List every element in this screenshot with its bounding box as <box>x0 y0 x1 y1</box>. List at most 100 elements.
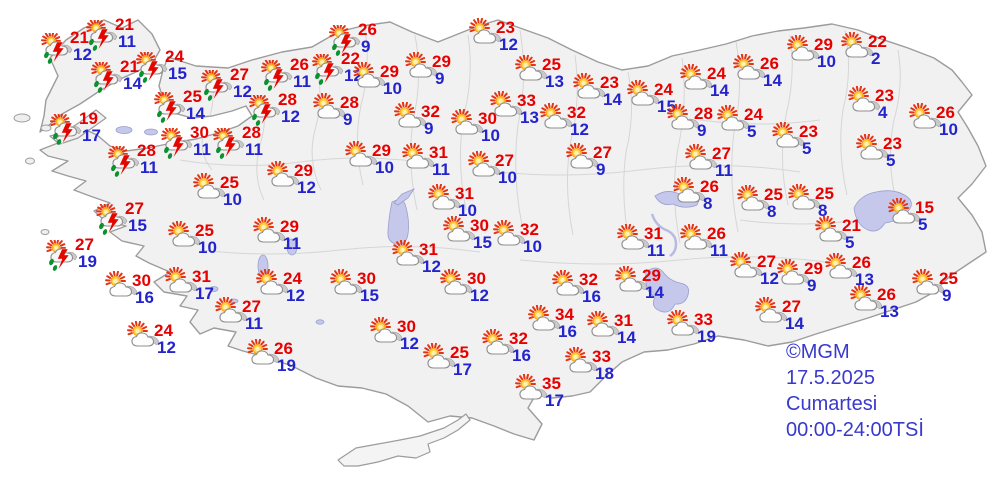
max-temp: 27 <box>230 65 249 84</box>
thunderstorm-rain-icon <box>40 31 74 70</box>
min-temp: 5 <box>886 151 896 170</box>
min-temp: 9 <box>361 37 371 56</box>
max-temp: 27 <box>495 151 514 170</box>
min-temp: 11 <box>245 140 263 159</box>
min-temp: 11 <box>715 161 733 180</box>
sun-behind-cloud-icon <box>911 268 945 302</box>
max-temp: 24 <box>283 269 302 288</box>
min-temp: 11 <box>293 72 311 91</box>
sun-behind-cloud-icon <box>514 54 548 88</box>
sun-behind-cloud-icon <box>246 338 280 372</box>
sun-behind-cloud-icon <box>126 320 160 354</box>
sun-behind-cloud-icon <box>468 17 502 51</box>
sun-behind-cloud-icon <box>450 108 484 142</box>
max-temp: 30 <box>190 123 209 142</box>
sun-behind-cloud-icon <box>514 373 548 407</box>
max-temp: 25 <box>195 221 214 240</box>
max-temp: 32 <box>579 270 598 289</box>
min-temp: 14 <box>645 283 664 302</box>
sun-behind-cloud-icon <box>824 252 858 286</box>
min-temp: 5 <box>747 122 757 141</box>
sun-behind-cloud-icon <box>564 346 598 380</box>
thunderstorm-rain-icon <box>45 238 79 277</box>
sun-behind-cloud-icon <box>167 220 201 254</box>
min-temp: 12 <box>286 286 305 305</box>
max-temp: 24 <box>707 64 726 83</box>
min-temp: 9 <box>942 286 952 305</box>
max-temp: 31 <box>644 224 663 243</box>
min-temp: 14 <box>123 74 142 93</box>
sun-behind-cloud-icon <box>393 101 427 135</box>
min-temp: 15 <box>168 64 187 83</box>
max-temp: 27 <box>757 252 776 271</box>
min-temp: 12 <box>73 45 92 64</box>
max-temp: 24 <box>654 80 673 99</box>
min-temp: 19 <box>697 327 716 346</box>
attribution-period: 00:00-24:00TSİ <box>786 419 924 441</box>
sun-behind-cloud-icon <box>252 216 286 250</box>
max-temp: 22 <box>341 49 360 68</box>
sun-behind-cloud-icon <box>104 270 138 304</box>
thunderstorm-rain-icon <box>135 50 169 89</box>
min-temp: 14 <box>710 81 729 100</box>
min-temp: 5 <box>802 139 812 158</box>
max-temp: 21 <box>120 57 139 76</box>
min-temp: 17 <box>545 391 564 410</box>
min-temp: 17 <box>195 284 214 303</box>
min-temp: 11 <box>647 241 665 260</box>
max-temp: 32 <box>520 220 539 239</box>
sun-behind-cloud-icon <box>214 296 248 330</box>
min-temp: 12 <box>570 120 589 139</box>
max-temp: 34 <box>555 305 574 324</box>
max-temp: 30 <box>467 269 486 288</box>
sun-behind-cloud-icon <box>481 328 515 362</box>
max-temp: 31 <box>455 184 474 203</box>
thunderstorm-rain-icon <box>49 112 83 151</box>
max-temp: 35 <box>542 374 561 393</box>
lake-ataturk-dam <box>645 267 690 313</box>
min-temp: 15 <box>360 286 379 305</box>
max-temp: 29 <box>294 161 313 180</box>
sun-behind-cloud-icon <box>776 258 810 292</box>
min-temp: 11 <box>118 32 136 51</box>
min-temp: 10 <box>939 120 958 139</box>
thunderstorm-rain-icon <box>90 60 124 99</box>
max-temp: 26 <box>877 285 896 304</box>
thunderstorm-rain-icon <box>328 23 362 62</box>
max-temp: 30 <box>132 271 151 290</box>
min-temp: 12 <box>233 82 252 101</box>
thunderstorm-rain-icon <box>107 144 141 183</box>
max-temp: 27 <box>125 199 144 218</box>
min-temp: 15 <box>473 233 492 252</box>
sun-behind-cloud-icon <box>887 197 921 231</box>
sun-behind-cloud-icon <box>786 34 820 68</box>
max-temp: 30 <box>357 269 376 288</box>
max-temp: 29 <box>380 62 399 81</box>
max-temp: 27 <box>593 143 612 162</box>
min-temp: 13 <box>880 302 899 321</box>
sun-behind-cloud-icon <box>616 223 650 257</box>
min-temp: 16 <box>512 346 531 365</box>
max-temp: 30 <box>397 317 416 336</box>
max-temp: 28 <box>694 104 713 123</box>
thunderstorm-rain-icon <box>248 93 282 132</box>
min-temp: 12 <box>470 286 489 305</box>
sun-behind-cloud-icon <box>754 296 788 330</box>
max-temp: 27 <box>782 297 801 316</box>
max-temp: 32 <box>421 102 440 121</box>
max-temp: 31 <box>419 240 438 259</box>
min-temp: 9 <box>343 110 353 129</box>
sun-behind-cloud-icon <box>266 160 300 194</box>
min-temp: 17 <box>82 126 101 145</box>
min-temp: 11 <box>140 158 158 177</box>
thunderstorm-rain-icon <box>260 58 294 97</box>
min-temp: 13 <box>520 108 539 127</box>
thunderstorm-rain-icon <box>153 90 187 129</box>
min-temp: 10 <box>383 79 402 98</box>
sun-behind-cloud-icon <box>679 63 713 97</box>
sun-behind-cloud-icon <box>427 183 461 217</box>
lake-tuz-inlet <box>393 188 416 206</box>
sun-behind-cloud-icon <box>329 268 363 302</box>
lakes <box>115 126 912 325</box>
